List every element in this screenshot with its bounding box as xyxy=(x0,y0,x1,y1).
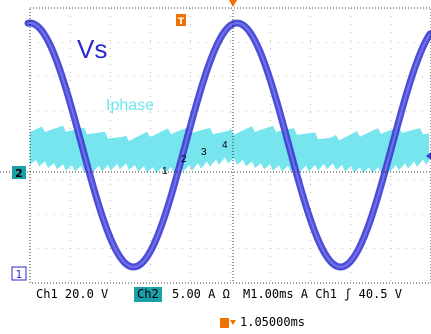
trigger-readout-icon xyxy=(220,318,229,328)
ch2-scale-readout: 5.00 A Ω xyxy=(172,287,230,301)
ch2-badge[interactable]: Ch2 xyxy=(134,287,162,302)
trigger-marker-label: T xyxy=(178,17,185,27)
vs-label: Vs xyxy=(77,34,107,64)
ch1-voltage-trace-core xyxy=(27,21,431,269)
ch2-current-trace xyxy=(30,125,429,174)
right-edge-arrow-icon xyxy=(426,152,431,160)
point-label-4: 4 xyxy=(222,140,228,151)
timebase-trigger-readout: M1.00ms A Ch1 ʃ 40.5 V xyxy=(243,287,402,301)
ch1-marker-label: 1 xyxy=(16,268,23,281)
trigger-position-readout: 1.05000ms xyxy=(240,315,306,329)
ch1-ground-marker[interactable]: 1 xyxy=(11,266,27,281)
iphase-label: Iphase xyxy=(106,97,154,114)
ch2-marker-label: 2 xyxy=(15,167,23,180)
graticule-border xyxy=(29,7,431,284)
trigger-position-marker[interactable]: T xyxy=(176,14,186,27)
trigger-readout-arrow-icon xyxy=(230,320,236,325)
point-label-2: 2 xyxy=(181,154,187,165)
trigger-level-arrow-icon xyxy=(229,0,237,7)
point-label-3: 3 xyxy=(201,147,207,158)
point-label-1: 1 xyxy=(162,166,168,177)
ch2-ground-marker[interactable]: 2 xyxy=(12,166,26,180)
ch1-scale-readout: Ch1 20.0 V xyxy=(36,287,109,301)
